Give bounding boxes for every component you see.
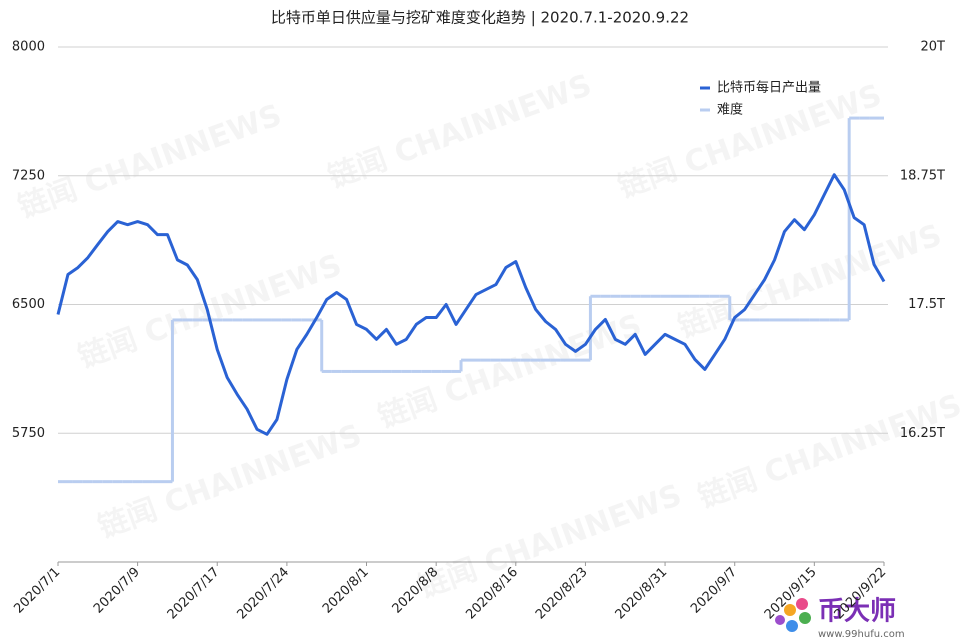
- watermark: 链闻 CHAINNEWS: [74, 248, 347, 376]
- logo-petal: [784, 604, 796, 616]
- logo-petal: [775, 615, 785, 625]
- x-tick-label: 2020/8/31: [613, 565, 671, 623]
- x-tick-label: 2020/8/1: [320, 565, 372, 617]
- watermark: 链闻 CHAINNEWS: [324, 68, 597, 196]
- data-line: [56, 173, 886, 436]
- logo-url: www.99hufu.com: [818, 629, 905, 640]
- chart-title: 比特币单日供应量与挖矿难度变化趋势 | 2020.7.1-2020.9.22: [271, 9, 689, 27]
- watermark: 链闻 CHAINNEWS: [614, 78, 887, 206]
- watermark: 链闻 CHAINNEWS: [14, 98, 287, 226]
- series: [58, 116, 884, 484]
- x-tick-label: 2020/7/1: [11, 565, 63, 617]
- logo: 币大师 www.99hufu.com: [775, 597, 905, 640]
- x-tick-label: 2020/7/17: [165, 565, 223, 623]
- y2-tick-label: 18.75T: [900, 168, 945, 183]
- x-tick-label: 2020/9/7: [688, 565, 740, 617]
- x-tick-label: 2020/8/23: [533, 565, 591, 623]
- logo-petal: [799, 612, 811, 624]
- y-tick-label: 6500: [12, 297, 45, 312]
- y-tick-label: 8000: [12, 40, 45, 55]
- logo-name: 币大师: [818, 597, 896, 627]
- y2-tick-label: 17.5T: [908, 297, 945, 312]
- series: [56, 173, 886, 436]
- watermark: 链闻 CHAINNEWS: [674, 218, 947, 346]
- logo-petal: [786, 620, 798, 632]
- y2-tick-label: 20T: [921, 40, 946, 55]
- legend-label: 难度: [717, 102, 743, 118]
- x-tick-label: 2020/7/9: [91, 565, 143, 617]
- y-tick-label: 7250: [12, 168, 45, 183]
- y-tick-label: 5750: [12, 426, 45, 441]
- logo-petal: [796, 598, 808, 610]
- legend-label: 比特币每日产出量: [717, 80, 821, 96]
- x-tick-label: 2020/7/24: [234, 565, 292, 623]
- y2-tick-label: 16.25T: [900, 426, 945, 441]
- watermark: 链闻 CHAINNEWS: [694, 388, 960, 516]
